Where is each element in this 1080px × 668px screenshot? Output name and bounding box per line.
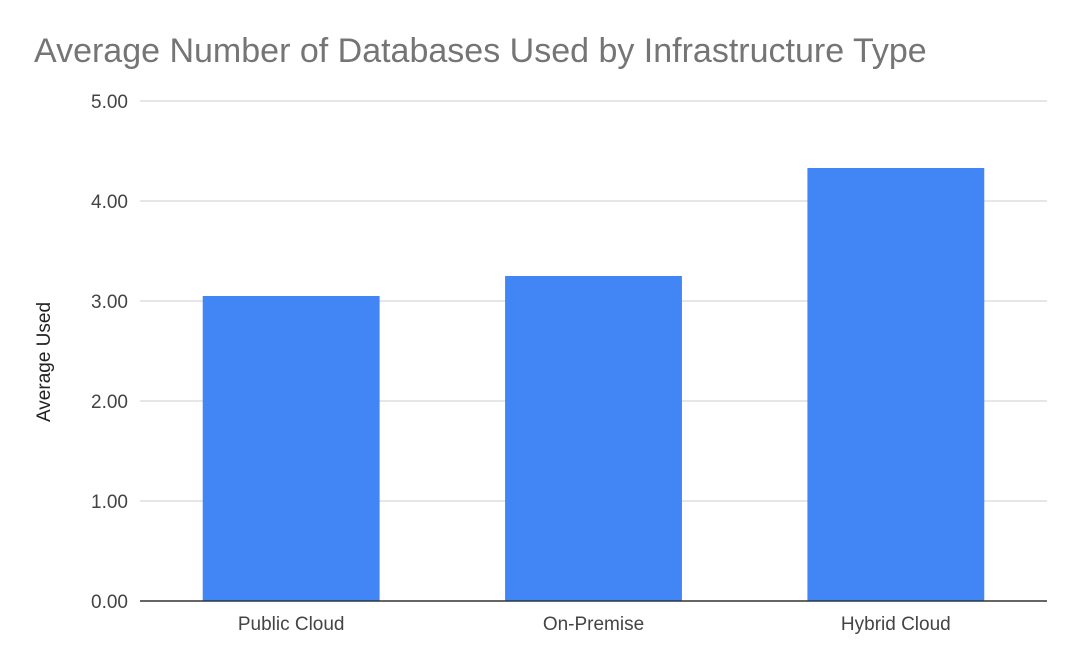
bars bbox=[202, 168, 985, 601]
y-tick-label: 5.00 bbox=[91, 92, 128, 113]
x-tick-label: Hybrid Cloud bbox=[841, 614, 951, 635]
y-tick-label: 1.00 bbox=[91, 492, 128, 513]
y-tick-label: 0.00 bbox=[91, 592, 128, 613]
y-axis-ticks: 0.00 1.00 2.00 3.00 4.00 5.00 bbox=[91, 92, 128, 613]
x-tick-label: Public Cloud bbox=[238, 614, 345, 635]
bar[interactable] bbox=[202, 296, 380, 601]
y-tick-label: 2.00 bbox=[91, 392, 128, 413]
y-axis-label: Average Used bbox=[34, 302, 55, 422]
chart-title: Average Number of Databases Used by Infr… bbox=[34, 32, 927, 70]
x-tick-label: On-Premise bbox=[543, 614, 644, 635]
bar[interactable] bbox=[807, 168, 985, 601]
x-axis-ticks: Public Cloud On-Premise Hybrid Cloud bbox=[238, 614, 951, 635]
y-tick-label: 4.00 bbox=[91, 192, 128, 213]
y-tick-label: 3.00 bbox=[91, 292, 128, 313]
bar[interactable] bbox=[505, 276, 682, 601]
